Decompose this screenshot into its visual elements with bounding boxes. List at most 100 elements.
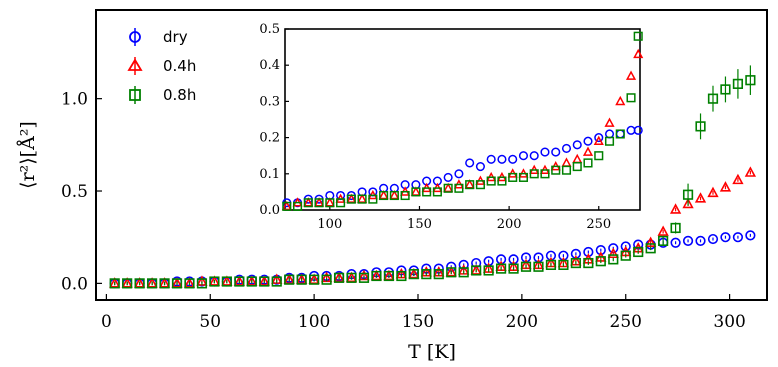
y-axis-label: ⟨r²⟩[Å²]: [17, 121, 39, 189]
main-point-0.8h: [421, 269, 432, 280]
main-point-0.4h: [183, 277, 196, 288]
main-point-0.8h: [570, 257, 581, 269]
main-x-tick-label: 250: [610, 312, 642, 332]
inset-point-dry: [561, 143, 572, 154]
main-x-tick-label: 300: [713, 312, 745, 332]
inset-point-0.8h: [293, 201, 303, 211]
inset-point-0.8h: [475, 180, 485, 190]
inset-point-0.8h: [411, 187, 421, 197]
inset-point-dry: [583, 136, 593, 146]
main-plot-frame: [95, 9, 768, 301]
inset-point-0.8h: [604, 136, 615, 146]
main-point-0.8h: [483, 265, 494, 276]
inset-point-dry: [475, 162, 485, 172]
inset-y-tick-label: 0.0: [259, 203, 280, 218]
main-point-0.8h: [745, 75, 756, 86]
main-point-0.4h: [171, 277, 183, 288]
inset-point-0.8h: [314, 198, 324, 208]
inset-x-tick-label: 250: [586, 217, 611, 232]
inset-point-0.4h: [357, 193, 368, 203]
main-point-0.8h: [545, 259, 557, 271]
inset-point-0.4h: [604, 117, 615, 127]
main-point-0.8h: [645, 243, 656, 254]
main-point-0.4h: [345, 271, 358, 283]
main-point-0.8h: [196, 278, 208, 289]
main-point-0.4h: [744, 166, 757, 177]
legend-label-0.8h: 0.8h: [163, 86, 196, 104]
main-point-0.8h: [209, 276, 220, 287]
main-point-0.8h: [396, 270, 407, 282]
inset-point-0.8h: [379, 190, 389, 201]
main-point-0.8h: [633, 246, 644, 258]
main-point-0.8h: [608, 254, 619, 265]
main-point-0.8h: [682, 189, 694, 200]
main-point-0.8h: [358, 272, 370, 283]
inset-x-tick-label: 200: [497, 217, 522, 232]
inset-point-0.8h: [282, 201, 292, 211]
main-point-0.8h: [109, 278, 120, 289]
inset-plot-background: [284, 28, 641, 211]
main-point-0.8h: [583, 257, 594, 269]
main-point-0.8h: [259, 276, 270, 287]
inset-point-0.8h: [454, 183, 464, 193]
inset-point-0.8h: [508, 172, 518, 182]
main-point-0.8h: [333, 272, 345, 283]
main-point-0.4h: [146, 277, 158, 288]
inset-point-dry: [443, 172, 453, 182]
inset-point-0.8h: [551, 165, 561, 175]
main-point-0.8h: [670, 222, 681, 234]
main-point-0.4h: [221, 275, 233, 286]
inset-point-0.8h: [583, 158, 593, 168]
main-point-dry: [732, 232, 744, 243]
main-point-0.8h: [296, 274, 307, 285]
inset-point-0.4h: [303, 197, 314, 207]
inset-point-dry: [486, 154, 496, 164]
main-point-0.8h: [458, 267, 469, 278]
main-x-tick-label: 50: [199, 312, 221, 332]
inset-point-0.8h: [540, 169, 550, 179]
main-point-0.4h: [121, 277, 133, 288]
main-point-0.8h: [695, 121, 706, 132]
inset-y-tick-label: 0.3: [259, 94, 280, 109]
main-point-0.4h: [283, 273, 295, 284]
main-point-0.4h: [158, 277, 171, 288]
inset-point-0.4h: [464, 179, 475, 189]
inset-series-0.8h: [282, 31, 643, 211]
inset-point-0.8h: [486, 176, 496, 186]
main-point-0.8h: [471, 265, 482, 276]
main-point-0.8h: [520, 261, 532, 272]
inset-point-0.8h: [594, 151, 604, 161]
main-point-0.8h: [122, 278, 133, 289]
inset-point-0.8h: [368, 194, 378, 204]
main-point-0.4h: [707, 186, 719, 198]
main-point-0.4h: [682, 197, 694, 209]
main-x-tick-label: 0: [101, 312, 112, 332]
inset-point-0.4h: [346, 193, 357, 203]
main-point-dry: [745, 230, 756, 241]
main-point-dry: [682, 235, 694, 246]
main-point-0.4h: [333, 271, 345, 283]
inset-point-0.8h: [615, 129, 625, 139]
main-point-0.8h: [171, 278, 183, 289]
inset-point-0.8h: [389, 190, 399, 201]
main-point-0.4h: [233, 275, 245, 286]
inset-point-0.4h: [593, 135, 604, 146]
inset-point-0.8h: [432, 187, 442, 197]
inset-point-dry: [594, 133, 604, 143]
inset-point-0.4h: [582, 146, 594, 156]
inset-point-0.8h: [443, 183, 453, 193]
main-point-0.8h: [620, 250, 631, 261]
inset-point-dry: [572, 140, 582, 150]
inset-y-tick-label: 0.4: [259, 58, 280, 73]
main-point-0.8h: [321, 274, 332, 285]
inset-x-tick-label: 100: [317, 217, 342, 232]
main-point-0.8h: [720, 84, 731, 95]
main-y-tick-label: 0.0: [61, 274, 88, 294]
main-point-dry: [695, 235, 706, 246]
main-point-0.8h: [184, 278, 195, 289]
inset-y-tick-label: 0.2: [259, 131, 280, 146]
main-point-0.8h: [433, 269, 444, 280]
inset-point-0.8h: [325, 198, 335, 208]
legend-label-0.4h: 0.4h: [163, 57, 196, 75]
main-point-0.8h: [558, 259, 569, 271]
